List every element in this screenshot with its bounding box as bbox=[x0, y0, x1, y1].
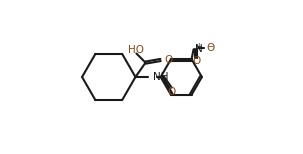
Text: NH: NH bbox=[153, 72, 168, 82]
Text: HO: HO bbox=[128, 45, 144, 55]
Text: O: O bbox=[192, 56, 201, 66]
Text: O: O bbox=[167, 87, 175, 97]
Text: N: N bbox=[195, 44, 203, 54]
Text: O: O bbox=[207, 43, 215, 53]
Text: O: O bbox=[165, 55, 173, 65]
Text: −: − bbox=[207, 42, 213, 51]
Text: +: + bbox=[195, 42, 202, 51]
